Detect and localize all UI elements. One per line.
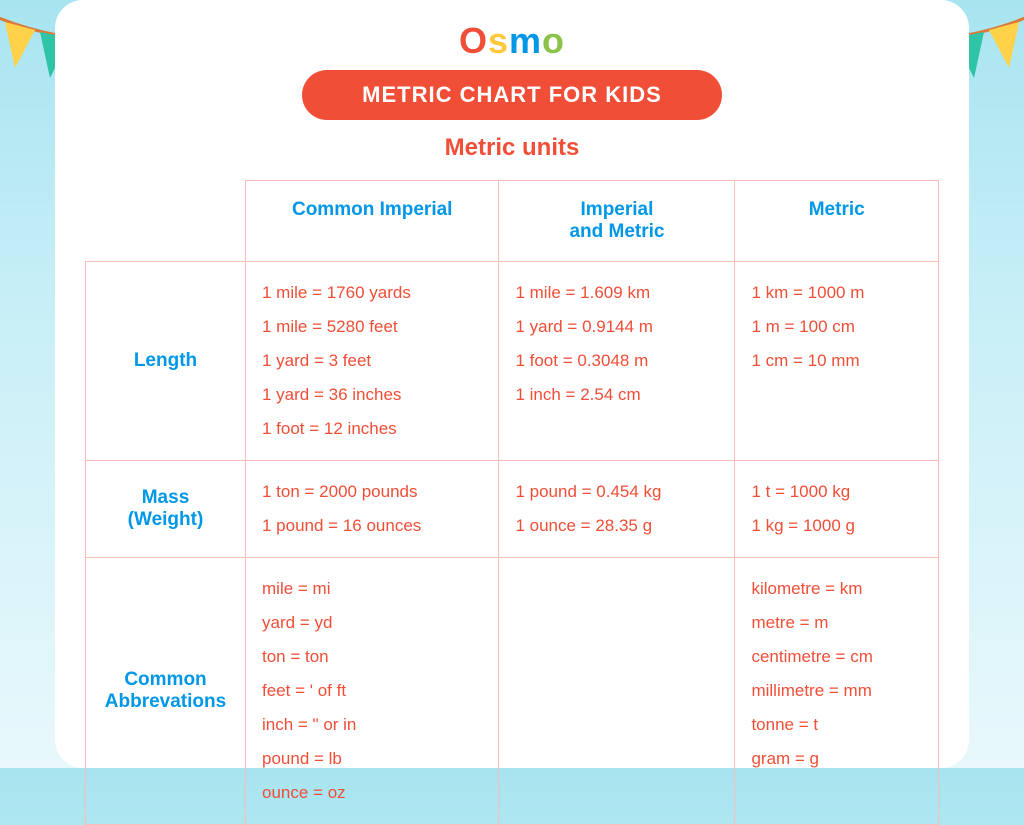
conversion-line: 1 mile = 5280 feet [262, 310, 482, 344]
row-label: Length [86, 262, 246, 461]
conversion-cell: mile = miyard = ydton = tonfeet = ' of f… [246, 558, 499, 825]
conversion-cell: 1 ton = 2000 pounds1 pound = 16 ounces [246, 461, 499, 558]
conversion-line: yard = yd [262, 606, 482, 640]
subtitle: Metric units [55, 134, 969, 162]
conversion-line: 1 ton = 2000 pounds [262, 475, 482, 509]
conversion-line: 1 pound = 16 ounces [262, 509, 482, 543]
conversion-line: metre = m [751, 606, 922, 640]
column-header: Metric [735, 181, 939, 262]
conversion-line: inch = " or in [262, 708, 482, 742]
conversion-line: feet = ' of ft [262, 674, 482, 708]
table-row: Mass(Weight)1 ton = 2000 pounds1 pound =… [86, 461, 939, 558]
conversion-line: 1 pound = 0.454 kg [515, 475, 718, 509]
logo-letter: o [542, 20, 565, 62]
table-row: Length1 mile = 1760 yards1 mile = 5280 f… [86, 262, 939, 461]
conversion-line: tonne = t [751, 708, 922, 742]
conversion-cell: 1 pound = 0.454 kg1 ounce = 28.35 g [499, 461, 735, 558]
conversion-table: Common ImperialImperialand MetricMetric … [85, 180, 939, 825]
conversion-line: centimetre = cm [751, 640, 922, 674]
conversion-line: pound = lb [262, 742, 482, 776]
conversion-line: 1 t = 1000 kg [751, 475, 922, 509]
conversion-line: kilometre = km [751, 572, 922, 606]
title-badge: METRIC CHART FOR KIDS [302, 70, 722, 120]
conversion-cell: 1 mile = 1.609 km1 yard = 0.9144 m1 foot… [499, 262, 735, 461]
conversion-line: ton = ton [262, 640, 482, 674]
conversion-line: 1 kg = 1000 g [751, 509, 922, 543]
conversion-cell: 1 t = 1000 kg1 kg = 1000 g [735, 461, 939, 558]
table-row: CommonAbbrevationsmile = miyard = ydton … [86, 558, 939, 825]
column-header: Common Imperial [246, 181, 499, 262]
conversion-line: 1 foot = 0.3048 m [515, 344, 718, 378]
logo-letter: s [488, 20, 509, 62]
conversion-cell: kilometre = kmmetre = mcentimetre = cmmi… [735, 558, 939, 825]
conversion-line: 1 mile = 1.609 km [515, 276, 718, 310]
conversion-line: 1 km = 1000 m [751, 276, 922, 310]
row-label: Mass(Weight) [86, 461, 246, 558]
conversion-line: ounce = oz [262, 776, 482, 810]
conversion-line: 1 yard = 36 inches [262, 378, 482, 412]
conversion-line: mile = mi [262, 572, 482, 606]
conversion-cell: 1 mile = 1760 yards1 mile = 5280 feet1 y… [246, 262, 499, 461]
column-header: Imperialand Metric [499, 181, 735, 262]
osmo-logo: Osmo [55, 20, 969, 62]
conversion-line: millimetre = mm [751, 674, 922, 708]
table-corner [86, 181, 246, 262]
row-label: CommonAbbrevations [86, 558, 246, 825]
conversion-line: gram = g [751, 742, 922, 776]
conversion-line: 1 cm = 10 mm [751, 344, 922, 378]
content-card: Osmo METRIC CHART FOR KIDS Metric units … [55, 0, 969, 768]
conversion-line: 1 foot = 12 inches [262, 412, 482, 446]
conversion-line: 1 mile = 1760 yards [262, 276, 482, 310]
conversion-cell: 1 km = 1000 m1 m = 100 cm1 cm = 10 mm [735, 262, 939, 461]
conversion-line: 1 yard = 3 feet [262, 344, 482, 378]
logo-letter: m [509, 20, 542, 62]
conversion-line: 1 yard = 0.9144 m [515, 310, 718, 344]
conversion-line: 1 inch = 2.54 cm [515, 378, 718, 412]
logo-letter: O [459, 20, 488, 62]
conversion-line: 1 m = 100 cm [751, 310, 922, 344]
conversion-line: 1 ounce = 28.35 g [515, 509, 718, 543]
conversion-cell [499, 558, 735, 825]
